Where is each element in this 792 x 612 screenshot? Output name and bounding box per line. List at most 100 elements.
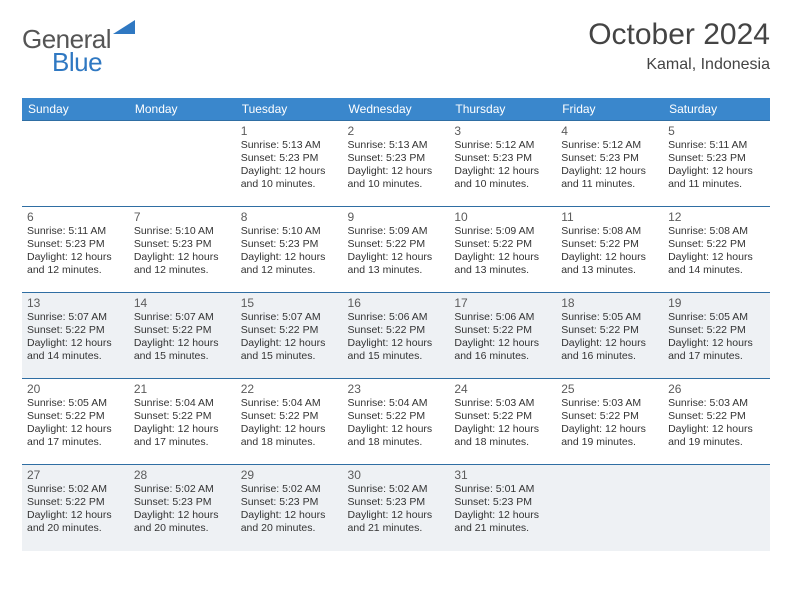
calendar-cell: 21Sunrise: 5:04 AMSunset: 5:22 PMDayligh… bbox=[129, 379, 236, 465]
calendar-cell: 29Sunrise: 5:02 AMSunset: 5:23 PMDayligh… bbox=[236, 465, 343, 551]
sunrise-line: Sunrise: 5:01 AM bbox=[454, 483, 551, 496]
calendar-cell: 6Sunrise: 5:11 AMSunset: 5:23 PMDaylight… bbox=[22, 207, 129, 293]
day-number: 24 bbox=[454, 382, 551, 396]
sunset-line: Sunset: 5:23 PM bbox=[454, 496, 551, 509]
sunrise-line: Sunrise: 5:07 AM bbox=[27, 311, 124, 324]
sunset-line: Sunset: 5:22 PM bbox=[454, 238, 551, 251]
sunrise-line: Sunrise: 5:05 AM bbox=[561, 311, 658, 324]
month-title: October 2024 bbox=[588, 18, 770, 52]
sunset-line: Sunset: 5:22 PM bbox=[241, 324, 338, 337]
day-number: 9 bbox=[348, 210, 445, 224]
calendar-cell: 2Sunrise: 5:13 AMSunset: 5:23 PMDaylight… bbox=[343, 121, 450, 207]
sunrise-line: Sunrise: 5:05 AM bbox=[668, 311, 765, 324]
sunrise-line: Sunrise: 5:06 AM bbox=[348, 311, 445, 324]
calendar-table: SundayMondayTuesdayWednesdayThursdayFrid… bbox=[22, 98, 770, 551]
day-number: 18 bbox=[561, 296, 658, 310]
daylight-line: Daylight: 12 hours and 14 minutes. bbox=[668, 251, 765, 277]
daylight-line: Daylight: 12 hours and 15 minutes. bbox=[348, 337, 445, 363]
day-number: 31 bbox=[454, 468, 551, 482]
daylight-line: Daylight: 12 hours and 14 minutes. bbox=[27, 337, 124, 363]
daylight-line: Daylight: 12 hours and 12 minutes. bbox=[134, 251, 231, 277]
sunset-line: Sunset: 5:23 PM bbox=[348, 496, 445, 509]
day-number: 28 bbox=[134, 468, 231, 482]
sunset-line: Sunset: 5:22 PM bbox=[134, 324, 231, 337]
sunset-line: Sunset: 5:22 PM bbox=[668, 238, 765, 251]
day-number: 14 bbox=[134, 296, 231, 310]
day-number: 27 bbox=[27, 468, 124, 482]
day-number: 20 bbox=[27, 382, 124, 396]
daylight-line: Daylight: 12 hours and 13 minutes. bbox=[454, 251, 551, 277]
sunset-line: Sunset: 5:23 PM bbox=[241, 496, 338, 509]
sunrise-line: Sunrise: 5:07 AM bbox=[134, 311, 231, 324]
sunrise-line: Sunrise: 5:09 AM bbox=[454, 225, 551, 238]
day-number: 15 bbox=[241, 296, 338, 310]
calendar-cell bbox=[129, 121, 236, 207]
sunset-line: Sunset: 5:23 PM bbox=[348, 152, 445, 165]
sunset-line: Sunset: 5:23 PM bbox=[241, 152, 338, 165]
calendar-cell: 24Sunrise: 5:03 AMSunset: 5:22 PMDayligh… bbox=[449, 379, 556, 465]
daylight-line: Daylight: 12 hours and 17 minutes. bbox=[668, 337, 765, 363]
logo-text-blue: Blue bbox=[52, 47, 102, 77]
sunrise-line: Sunrise: 5:10 AM bbox=[134, 225, 231, 238]
sunrise-line: Sunrise: 5:03 AM bbox=[561, 397, 658, 410]
sunset-line: Sunset: 5:22 PM bbox=[27, 410, 124, 423]
calendar-cell bbox=[556, 465, 663, 551]
day-number: 13 bbox=[27, 296, 124, 310]
sail-icon bbox=[113, 18, 135, 34]
sunset-line: Sunset: 5:22 PM bbox=[668, 324, 765, 337]
sunset-line: Sunset: 5:22 PM bbox=[134, 410, 231, 423]
location-label: Kamal, Indonesia bbox=[588, 56, 770, 74]
day-number: 10 bbox=[454, 210, 551, 224]
day-number: 12 bbox=[668, 210, 765, 224]
sunrise-line: Sunrise: 5:02 AM bbox=[134, 483, 231, 496]
day-number: 2 bbox=[348, 124, 445, 138]
sunset-line: Sunset: 5:22 PM bbox=[348, 238, 445, 251]
sunset-line: Sunset: 5:23 PM bbox=[454, 152, 551, 165]
day-number: 6 bbox=[27, 210, 124, 224]
daylight-line: Daylight: 12 hours and 16 minutes. bbox=[454, 337, 551, 363]
calendar-cell bbox=[663, 465, 770, 551]
daylight-line: Daylight: 12 hours and 10 minutes. bbox=[454, 165, 551, 191]
calendar-cell: 22Sunrise: 5:04 AMSunset: 5:22 PMDayligh… bbox=[236, 379, 343, 465]
calendar-cell: 23Sunrise: 5:04 AMSunset: 5:22 PMDayligh… bbox=[343, 379, 450, 465]
sunrise-line: Sunrise: 5:13 AM bbox=[348, 139, 445, 152]
sunset-line: Sunset: 5:23 PM bbox=[27, 238, 124, 251]
calendar-cell: 11Sunrise: 5:08 AMSunset: 5:22 PMDayligh… bbox=[556, 207, 663, 293]
day-header-row: SundayMondayTuesdayWednesdayThursdayFrid… bbox=[22, 98, 770, 121]
calendar-row: 6Sunrise: 5:11 AMSunset: 5:23 PMDaylight… bbox=[22, 207, 770, 293]
daylight-line: Daylight: 12 hours and 13 minutes. bbox=[348, 251, 445, 277]
daylight-line: Daylight: 12 hours and 15 minutes. bbox=[241, 337, 338, 363]
calendar-body: 1Sunrise: 5:13 AMSunset: 5:23 PMDaylight… bbox=[22, 121, 770, 551]
sunset-line: Sunset: 5:23 PM bbox=[668, 152, 765, 165]
daylight-line: Daylight: 12 hours and 17 minutes. bbox=[27, 423, 124, 449]
sunset-line: Sunset: 5:23 PM bbox=[241, 238, 338, 251]
sunset-line: Sunset: 5:22 PM bbox=[27, 496, 124, 509]
calendar-row: 27Sunrise: 5:02 AMSunset: 5:22 PMDayligh… bbox=[22, 465, 770, 551]
title-block: October 2024 Kamal, Indonesia bbox=[588, 18, 770, 74]
calendar-cell: 9Sunrise: 5:09 AMSunset: 5:22 PMDaylight… bbox=[343, 207, 450, 293]
daylight-line: Daylight: 12 hours and 20 minutes. bbox=[27, 509, 124, 535]
sunset-line: Sunset: 5:22 PM bbox=[27, 324, 124, 337]
sunset-line: Sunset: 5:22 PM bbox=[454, 324, 551, 337]
day-header: Thursday bbox=[449, 98, 556, 121]
daylight-line: Daylight: 12 hours and 21 minutes. bbox=[454, 509, 551, 535]
sunrise-line: Sunrise: 5:03 AM bbox=[454, 397, 551, 410]
day-number: 5 bbox=[668, 124, 765, 138]
calendar-row: 20Sunrise: 5:05 AMSunset: 5:22 PMDayligh… bbox=[22, 379, 770, 465]
sunrise-line: Sunrise: 5:09 AM bbox=[348, 225, 445, 238]
day-number: 25 bbox=[561, 382, 658, 396]
day-number: 3 bbox=[454, 124, 551, 138]
calendar-cell: 13Sunrise: 5:07 AMSunset: 5:22 PMDayligh… bbox=[22, 293, 129, 379]
sunset-line: Sunset: 5:22 PM bbox=[348, 324, 445, 337]
calendar-cell: 12Sunrise: 5:08 AMSunset: 5:22 PMDayligh… bbox=[663, 207, 770, 293]
sunset-line: Sunset: 5:23 PM bbox=[561, 152, 658, 165]
calendar-cell: 16Sunrise: 5:06 AMSunset: 5:22 PMDayligh… bbox=[343, 293, 450, 379]
sunset-line: Sunset: 5:22 PM bbox=[561, 238, 658, 251]
day-number: 26 bbox=[668, 382, 765, 396]
calendar-cell: 14Sunrise: 5:07 AMSunset: 5:22 PMDayligh… bbox=[129, 293, 236, 379]
sunrise-line: Sunrise: 5:10 AM bbox=[241, 225, 338, 238]
day-number: 19 bbox=[668, 296, 765, 310]
calendar-cell: 28Sunrise: 5:02 AMSunset: 5:23 PMDayligh… bbox=[129, 465, 236, 551]
calendar-row: 13Sunrise: 5:07 AMSunset: 5:22 PMDayligh… bbox=[22, 293, 770, 379]
header: General Blue October 2024 Kamal, Indones… bbox=[22, 18, 770, 86]
